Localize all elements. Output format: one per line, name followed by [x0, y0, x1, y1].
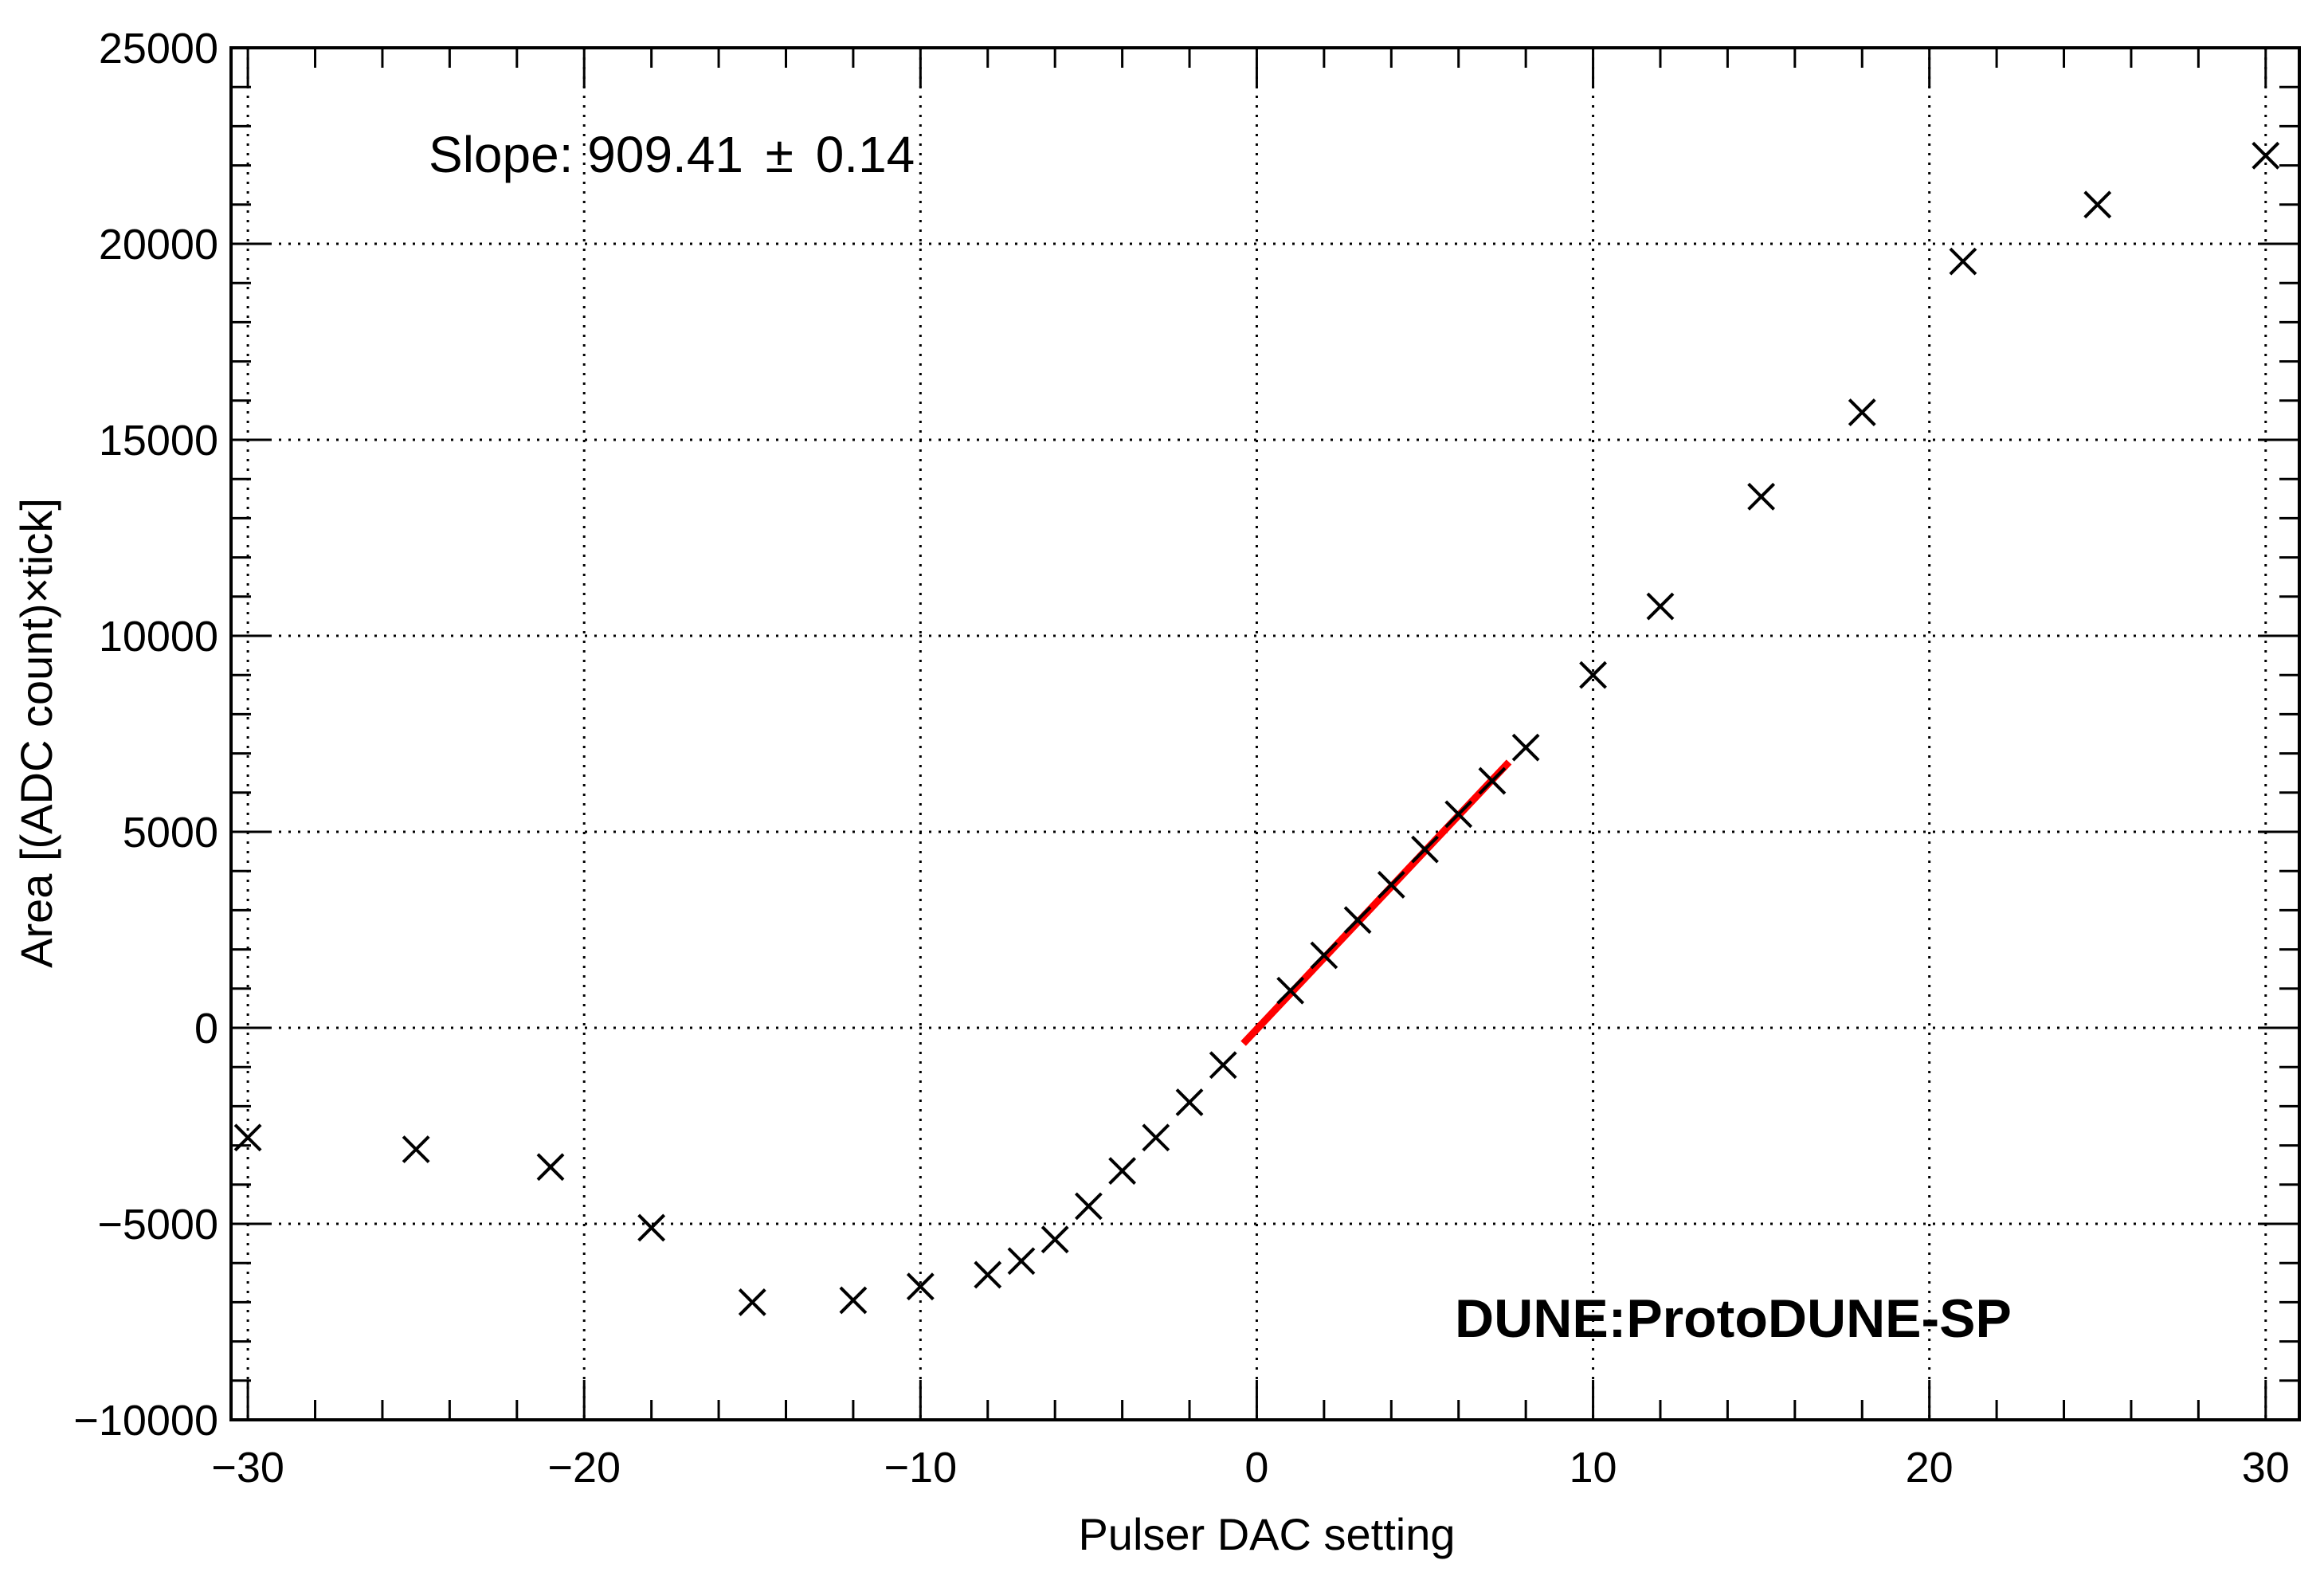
data-point: [1276, 976, 1305, 1005]
data-point-stroke: [1377, 871, 1405, 899]
data-point-stroke: [1444, 800, 1473, 829]
data-point-stroke: [1175, 1088, 1204, 1116]
data-point: [1478, 766, 1507, 795]
data-point: [1007, 1247, 1036, 1276]
data-point: [1310, 941, 1338, 970]
slope-value: Slope: 909.41: [429, 126, 743, 183]
data-point-stroke: [1276, 976, 1305, 1005]
data-point-stroke: [536, 1153, 565, 1182]
x-tick-label: −10: [884, 1444, 958, 1492]
data-point: [1175, 1088, 1204, 1116]
data-point-stroke: [1108, 1157, 1137, 1185]
data-point: [906, 1272, 935, 1301]
data-point: [1848, 398, 1876, 426]
data-point: [2083, 190, 2112, 219]
x-tick-label: 0: [1244, 1444, 1268, 1492]
y-tick-label: 15000: [99, 417, 218, 465]
tick-labels: −30 −20 −10 0 10 20 30 −10000 −5000 0 5000 10000 150…: [73, 25, 2290, 1492]
y-tick-label: 0: [194, 1005, 218, 1053]
data-point: [1949, 247, 1977, 276]
data-point: [1747, 482, 1776, 511]
x-tick-label: −20: [547, 1444, 621, 1492]
slope-error: 0.14: [816, 126, 915, 183]
data-point-stroke: [1411, 835, 1439, 864]
data-point: [1646, 592, 1675, 621]
data-point-stroke: [1747, 482, 1776, 511]
y-tick-label: −5000: [97, 1201, 218, 1249]
data-point-stroke: [1310, 941, 1338, 970]
y-tick-label: 25000: [99, 25, 218, 73]
data-point: [1142, 1123, 1170, 1152]
data-point-stroke: [1007, 1247, 1036, 1276]
data-point-stroke: [1142, 1123, 1170, 1152]
data-point: [1579, 661, 1607, 689]
axis-ticks: [231, 46, 2299, 1421]
data-point-stroke: [1511, 733, 1540, 762]
data-point-stroke: [2083, 190, 2112, 219]
data-point: [1444, 800, 1473, 829]
data-point-stroke: [402, 1135, 430, 1163]
data-point: [1209, 1051, 1237, 1080]
data-point: [1411, 835, 1439, 864]
y-tick-label: −10000: [73, 1397, 218, 1445]
x-axis-title: Pulser DAC setting: [1078, 1509, 1455, 1559]
data-point-stroke: [1848, 398, 1876, 426]
data-point-stroke: [1949, 247, 1977, 276]
data-point: [1074, 1192, 1103, 1221]
data-point: [536, 1153, 565, 1182]
slope-annotation: Slope: 909.41 ± 0.14: [429, 126, 915, 183]
data-point-stroke: [738, 1288, 766, 1316]
data-point-stroke: [1041, 1225, 1069, 1254]
data-markers: [233, 141, 2280, 1316]
grid-lines: [231, 48, 2299, 1420]
data-point: [974, 1260, 1002, 1289]
data-point-stroke: [906, 1272, 935, 1301]
x-tick-label: 30: [2242, 1444, 2290, 1492]
plot-frame: [229, 46, 2301, 1421]
data-point: [1343, 906, 1372, 935]
dune-protodune-label: DUNE:ProtoDUNE-SP: [1455, 1288, 2012, 1349]
y-tick-label: 5000: [123, 809, 218, 857]
data-point-stroke: [1209, 1051, 1237, 1080]
data-point: [2251, 141, 2280, 170]
data-point: [1377, 871, 1405, 899]
data-point-stroke: [1343, 906, 1372, 935]
data-point-stroke: [1646, 592, 1675, 621]
y-axis-title: Area [(ADC count)×tick]: [11, 498, 61, 968]
data-point-stroke: [1074, 1192, 1103, 1221]
data-point: [1041, 1225, 1069, 1254]
data-point-stroke: [1579, 661, 1607, 689]
data-point: [637, 1213, 666, 1242]
data-point: [839, 1286, 868, 1315]
plus-minus-symbol: ±: [766, 126, 794, 183]
data-point-stroke: [2251, 141, 2280, 170]
x-tick-label: 10: [1570, 1444, 1617, 1492]
data-point: [1108, 1157, 1137, 1185]
y-tick-label: 20000: [99, 221, 218, 269]
data-point-stroke: [1478, 766, 1507, 795]
data-point-stroke: [974, 1260, 1002, 1289]
data-point: [1511, 733, 1540, 762]
x-tick-label: 20: [1906, 1444, 1954, 1492]
data-point: [738, 1288, 766, 1316]
data-point-stroke: [637, 1213, 666, 1242]
data-point: [402, 1135, 430, 1163]
data-point-stroke: [839, 1286, 868, 1315]
y-tick-label: 10000: [99, 613, 218, 661]
x-tick-label: −30: [211, 1444, 284, 1492]
